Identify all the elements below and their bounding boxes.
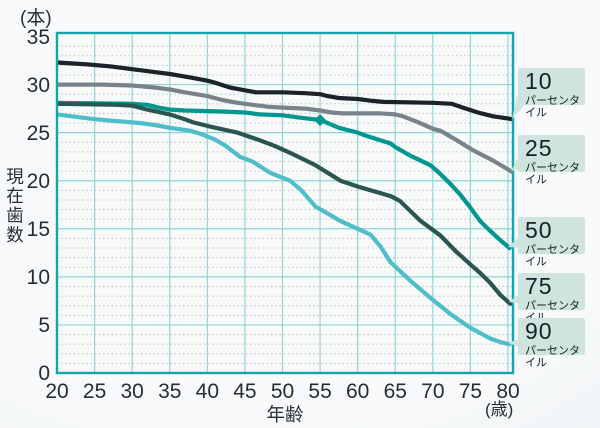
percentile-badge-10: 10 パーセンタイル [518, 68, 585, 119]
y-axis-tick-20: 20 [26, 169, 50, 193]
percentile-badge-90: 90 パーセンタイル [518, 318, 585, 369]
y-axis-tick-0: 0 [38, 362, 50, 385]
x-axis-tick-50: 50 [270, 380, 295, 403]
x-axis-tick-45: 45 [233, 380, 257, 403]
percentile-value: 25 [525, 135, 553, 161]
x-axis-tick-65: 65 [383, 380, 407, 403]
x-axis-tick-20: 20 [45, 380, 69, 403]
series-line-25パーセンタイル [57, 82, 513, 175]
x-unit-label: (歳) [485, 400, 514, 419]
x-axis-tick-75: 75 [458, 380, 483, 403]
percentile-badge-50: 50 パーセンタイル [518, 217, 585, 268]
percentile-value: 90 [525, 318, 553, 344]
y-axis-title: 現在歯数 [4, 167, 25, 245]
plot-area [57, 33, 513, 373]
x-axis-tick-55: 55 [308, 380, 332, 403]
percentile-value: 75 [525, 273, 553, 299]
series-line-10パーセンタイル [57, 60, 513, 122]
y-axis-tick-25: 25 [26, 121, 50, 145]
percentile-value: 10 [525, 68, 553, 94]
series-line-75パーセンタイル [57, 101, 513, 306]
y-axis-tick-15: 15 [26, 217, 50, 241]
percentile-badge-75: 75パーセンタイル [518, 273, 585, 324]
series-group [57, 60, 513, 347]
x-axis-tick-35: 35 [158, 380, 182, 403]
percentile-suffix: パーセンタイル [525, 244, 580, 269]
percentile-value: 50 [525, 217, 553, 243]
x-axis-tick-70: 70 [421, 380, 445, 403]
series-line-90パーセンタイル [57, 112, 512, 347]
y-axis-tick-35: 35 [26, 25, 50, 49]
percentile-suffix: パーセンタイル [525, 95, 580, 120]
percentile-badge-25: 25 パーセンタイル [518, 135, 585, 186]
percentile-suffix: パーセンタイル [525, 162, 580, 187]
x-axis-title: 年齢 [266, 404, 304, 425]
series-line-50パーセンタイル [57, 100, 512, 251]
y-axis-tick-30: 30 [26, 73, 50, 97]
x-axis-tick-60: 60 [345, 380, 370, 403]
x-axis-tick-40: 40 [195, 380, 219, 403]
x-axis-tick-80: 80 [496, 380, 520, 403]
percentile-suffix: パーセンタイル [525, 345, 580, 370]
y-axis-tick-5: 5 [38, 313, 50, 337]
plot-border [55, 31, 515, 375]
y-unit-label: (本) [20, 8, 52, 29]
x-axis-tick-25: 25 [82, 380, 107, 403]
marker-diamond [314, 114, 327, 127]
y-axis-tick-10: 10 [26, 265, 50, 289]
x-axis-tick-30: 30 [120, 380, 144, 403]
